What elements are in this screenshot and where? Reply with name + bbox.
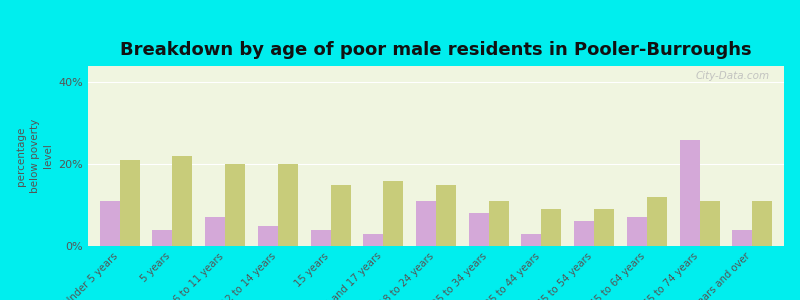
Bar [489,201,509,246]
Bar [330,184,350,246]
Bar [542,209,562,246]
Bar [363,234,383,246]
Bar [680,140,700,246]
Bar [225,164,245,246]
Bar [647,197,667,246]
Bar [574,221,594,246]
Bar [383,181,403,246]
Title: Breakdown by age of poor male residents in Pooler-Burroughs: Breakdown by age of poor male residents … [120,41,752,59]
Bar [100,201,120,246]
Bar [416,201,436,246]
Bar [469,213,489,246]
Bar [205,218,225,246]
Bar [700,201,720,246]
Bar [522,234,542,246]
Bar [436,184,456,246]
Bar [258,226,278,246]
Bar [627,218,647,246]
Bar [594,209,614,246]
Bar [278,164,298,246]
Bar [310,230,330,246]
Bar [732,230,752,246]
Bar [752,201,773,246]
Y-axis label: percentage
below poverty
level: percentage below poverty level [17,119,53,193]
Bar [152,230,172,246]
Text: City-Data.com: City-Data.com [696,71,770,81]
Bar [172,156,193,246]
Bar [120,160,140,246]
